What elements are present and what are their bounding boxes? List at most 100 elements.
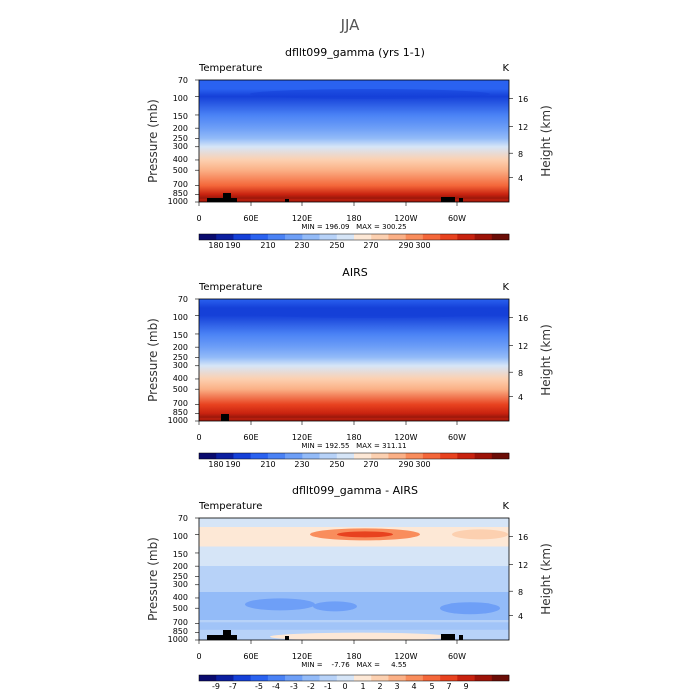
colorbar-swatch: [336, 453, 355, 459]
colorbar-swatch: [285, 675, 303, 681]
colorbar-swatch: [388, 234, 406, 240]
y-tick-label: 150: [173, 550, 188, 559]
colorbar-swatch: [440, 234, 458, 240]
y-axis-label-right: Height (km): [539, 543, 553, 614]
colorbar-swatch: [199, 453, 217, 459]
colorbar-swatch: [233, 453, 251, 459]
x-tick-label: 0: [196, 433, 201, 442]
x-axis-ticks: 0 60E 120E 180 120W 60W: [196, 652, 466, 661]
colorbar-swatch: [474, 453, 493, 459]
field-detail: [199, 308, 509, 421]
surface-warm-layer: [199, 198, 509, 202]
colorbar-swatch: [216, 675, 234, 681]
colorbar-swatch: [336, 234, 355, 240]
panel-units: K: [502, 282, 509, 293]
colorbar-swatch: [336, 675, 355, 681]
panel-units: K: [502, 501, 509, 512]
y-tick-label: 150: [173, 331, 188, 340]
colorbar-label: 0: [342, 682, 347, 691]
tick-marks: [195, 79, 513, 206]
y-tick-label: 200: [173, 562, 188, 571]
colorbar-swatch: [491, 234, 510, 240]
colorbar-frame: [198, 233, 510, 241]
warm-anomaly-peak: [337, 531, 393, 538]
x-tick-label: 0: [196, 214, 201, 223]
colorbar-label: 230: [294, 241, 309, 250]
y-tick-label: 300: [173, 580, 188, 589]
panel-title: dfllt099_gamma - AIRS: [292, 484, 418, 497]
colorbar-label: 180: [208, 241, 223, 250]
terrain-andes: [441, 197, 455, 202]
colorbar-swatch: [250, 453, 269, 459]
surface-warm-anomaly: [270, 632, 450, 641]
colorbar-label: 4: [411, 682, 416, 691]
colorbar-swatch: [491, 453, 510, 459]
y-tick-label: 700: [173, 180, 188, 189]
y-axis-label-right: Height (km): [539, 105, 553, 176]
colorbar-swatch: [267, 453, 286, 459]
y-tick-label: 500: [173, 385, 188, 394]
y-tick-label: 1000: [168, 416, 188, 425]
y-axis-ticks: 70 100 150 200 250 300 400 500 700 850 1…: [168, 514, 188, 644]
warm-anomaly-east: [452, 529, 508, 540]
surface-warm-layer: [199, 417, 509, 421]
y-tick-label: 200: [173, 124, 188, 133]
panel-left-label: Temperature: [198, 63, 262, 74]
colorbar-label: 3: [394, 682, 399, 691]
y-tick-label: 400: [173, 593, 188, 602]
x-tick-label: 120E: [292, 652, 312, 661]
temperature-field: [199, 299, 509, 421]
temperature-field: [199, 80, 509, 202]
panel-title: dfllt099_gamma (yrs 1-1): [285, 46, 425, 59]
height-tick-label: 16: [518, 95, 528, 104]
y-tick-label: 400: [173, 374, 188, 383]
colorbar-swatch: [302, 453, 320, 459]
y-tick-label: 1000: [168, 197, 188, 206]
min-max-text: MIN = 192.55 MAX = 311.11: [301, 442, 406, 450]
y-tick-label: 300: [173, 361, 188, 370]
y-tick-label: 500: [173, 604, 188, 613]
y-axis-ticks: 70 100 150 200 250 300 400 500 700 850 1…: [168, 295, 188, 425]
height-tick-label: 4: [518, 393, 523, 402]
colorbar-label: -2: [307, 682, 315, 691]
colorbar-label: 270: [363, 241, 378, 250]
x-tick-label: 180: [346, 652, 361, 661]
colorbar-swatch: [371, 675, 389, 681]
colorbar-label: 210: [260, 241, 275, 250]
colorbar-swatch: [302, 234, 320, 240]
colorbar-swatch: [405, 234, 424, 240]
colorbar-label: 290: [398, 241, 413, 250]
cold-anomaly-center: [313, 601, 357, 612]
colorbar-swatch: [319, 453, 338, 459]
x-tick-label: 180: [346, 433, 361, 442]
colorbar-swatch: [216, 453, 234, 459]
colorbar-label: -5: [255, 682, 263, 691]
height-tick-label: 8: [518, 369, 523, 378]
y-tick-label: 100: [173, 94, 188, 103]
height-tick-label: 12: [518, 123, 528, 132]
plot-area: [198, 79, 510, 203]
colorbar-label: 7: [446, 682, 451, 691]
terrain-africa: [207, 635, 237, 640]
height-axis-ticks: 16 12 8 4: [518, 533, 528, 621]
height-tick-label: 4: [518, 174, 523, 183]
plot-area: [198, 298, 510, 422]
colorbar-swatch: [285, 453, 303, 459]
colorbar-label: -4: [272, 682, 280, 691]
height-tick-label: 8: [518, 150, 523, 159]
cold-anomaly-west: [245, 598, 315, 611]
colorbar-swatch: [405, 453, 424, 459]
colorbar-label: 290: [398, 460, 413, 469]
colorbar-label: -3: [290, 682, 298, 691]
colorbar-label: 190: [225, 460, 240, 469]
season-title: JJA: [340, 16, 361, 34]
x-axis-ticks: 0 60E 120E 180 120W 60W: [196, 214, 466, 223]
colorbar-label: 5: [429, 682, 434, 691]
panel-difference: dfllt099_gamma - AIRS Temperature K 0 60…: [146, 484, 553, 691]
y-tick-label: 400: [173, 155, 188, 164]
y-tick-label: 250: [173, 353, 188, 362]
panel-model: dfllt099_gamma (yrs 1-1) Temperature K 0…: [146, 46, 553, 250]
colorbar-swatch: [233, 675, 251, 681]
colorbar-swatch: [474, 234, 493, 240]
